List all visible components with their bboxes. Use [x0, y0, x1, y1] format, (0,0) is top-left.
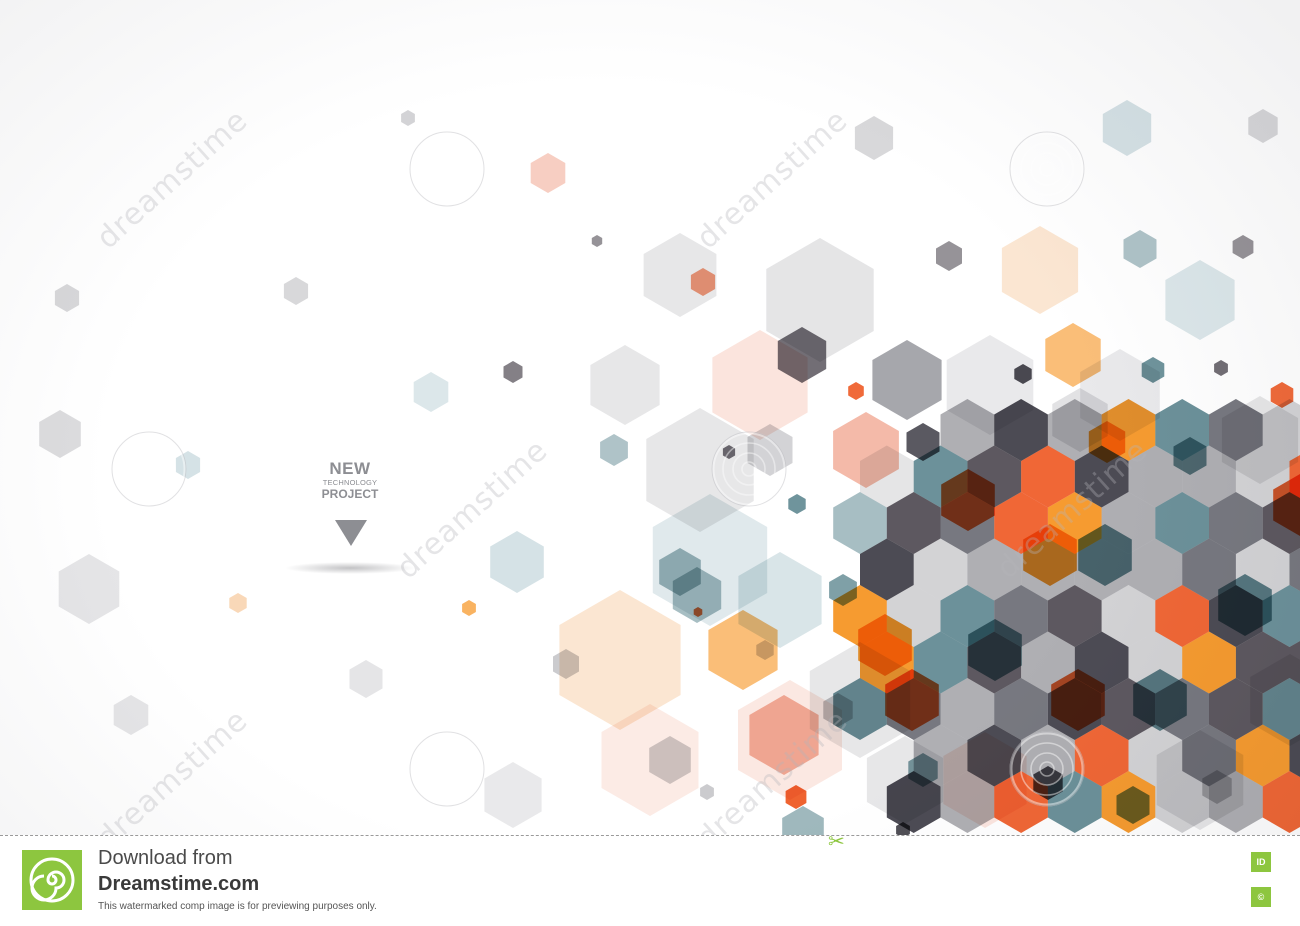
hexagon-shape	[848, 382, 864, 400]
hexagon-shape	[401, 110, 415, 126]
hexagon-shape	[176, 451, 200, 479]
watermark-spiral-icon	[1010, 132, 1084, 206]
download-label: Download from	[98, 847, 233, 870]
hexagon-shape	[1233, 235, 1254, 259]
watermark-spiral-icon	[410, 732, 484, 806]
scissors-icon: ✂	[828, 829, 845, 854]
down-triangle-icon	[335, 520, 367, 546]
hexagon-shape	[1165, 260, 1234, 340]
id-badge[interactable]: ID	[1251, 852, 1271, 872]
watermark-spiral-icon	[410, 132, 484, 206]
hexagon-shape	[872, 340, 941, 420]
hexagon-shape	[350, 660, 383, 698]
hexagon-shape	[414, 372, 449, 412]
hexagon-shape	[490, 531, 544, 593]
headline-project: PROJECT	[300, 487, 400, 501]
headline: NEW TECHNOLOGY PROJECT	[300, 460, 400, 501]
hexagon-shape	[600, 434, 628, 466]
hexagon-shape	[1248, 109, 1277, 143]
hexagon-shape	[936, 241, 962, 271]
headline-technology: TECHNOLOGY	[300, 478, 400, 487]
hexagon-shape	[1002, 226, 1078, 314]
hexagon-shape	[1214, 360, 1228, 376]
hexagon-shape	[531, 153, 566, 193]
hexagon-shape	[590, 345, 659, 425]
hexagon-shape	[484, 762, 541, 828]
hexagon-pattern	[0, 0, 1300, 835]
hexagon-shape	[592, 235, 602, 247]
headline-shadow	[285, 561, 415, 575]
hexagon-shape	[114, 695, 149, 735]
hexagon-shape	[55, 284, 79, 312]
copyright-badge[interactable]: ©	[1251, 887, 1271, 907]
brand-link[interactable]: Dreamstime.com	[98, 873, 259, 896]
hexagon-shape	[788, 494, 805, 514]
hexagon-shape	[1103, 100, 1151, 156]
dreamstime-spiral-logo-icon	[22, 850, 82, 910]
hexagon-shape	[229, 593, 246, 613]
footer-bar: Download from Dreamstime.com This waterm…	[0, 835, 1300, 926]
hexagon-shape	[504, 361, 523, 383]
hexagon-shape	[782, 806, 824, 835]
hexagon-shape	[39, 410, 81, 458]
hexagon-shape	[855, 116, 893, 160]
hexagon-shape	[59, 554, 120, 624]
preview-note: This watermarked comp image is for previ…	[98, 901, 377, 912]
hexagon-shape	[700, 784, 714, 800]
hexagon-artwork: dreamstime dreamstime dreamstime dreamst…	[0, 0, 1300, 835]
headline-new: NEW	[300, 460, 400, 478]
watermark-spiral-icon	[112, 432, 186, 506]
hexagon-shape	[1124, 230, 1157, 268]
hexagon-shape	[462, 600, 476, 616]
hexagon-shape	[284, 277, 308, 305]
